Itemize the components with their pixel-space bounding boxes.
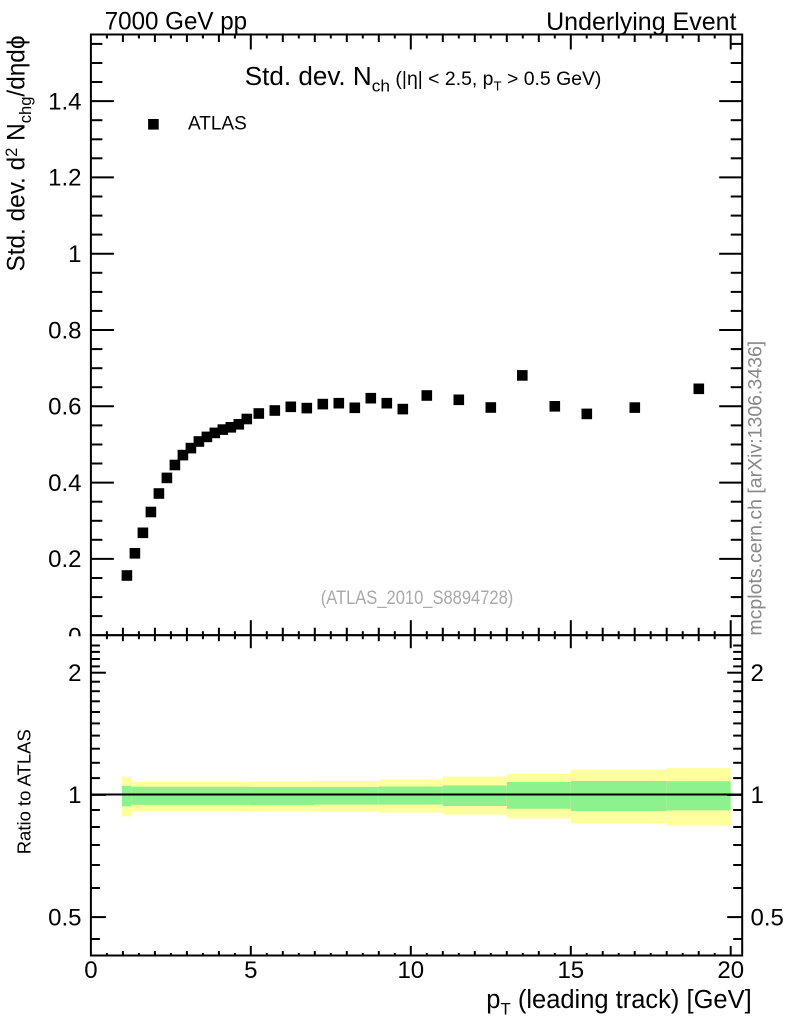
svg-text:ATLAS: ATLAS [188,114,247,135]
svg-text:0.5: 0.5 [48,904,81,931]
svg-text:2: 2 [68,660,81,687]
svg-text:1: 1 [751,782,764,809]
svg-text:7000 GeV pp: 7000 GeV pp [105,8,247,35]
svg-text:1.4: 1.4 [48,88,81,115]
svg-text:0: 0 [84,957,97,984]
svg-text:0.5: 0.5 [751,904,784,931]
svg-text:0.8: 0.8 [48,317,81,344]
svg-text:20: 20 [717,957,744,984]
svg-text:1.2: 1.2 [48,165,81,192]
svg-text:1: 1 [68,782,81,809]
svg-text:Underlying Event: Underlying Event [546,8,736,36]
svg-text:0.4: 0.4 [48,470,81,497]
svg-text:Ratio to ATLAS: Ratio to ATLAS [14,729,35,854]
svg-text:1: 1 [68,241,81,268]
svg-text:2: 2 [751,660,764,687]
svg-text:10: 10 [397,957,424,984]
svg-text:15: 15 [557,957,584,984]
svg-text:mcplots.cern.ch [arXiv:1306.34: mcplots.cern.ch [arXiv:1306.3436] [745,341,767,636]
svg-text:5: 5 [244,957,257,984]
svg-text:pT (leading track) [GeV]: pT (leading track) [GeV] [486,986,752,1019]
svg-text:(ATLAS_2010_S8894728): (ATLAS_2010_S8894728) [321,587,514,609]
svg-text:0.6: 0.6 [48,394,81,421]
svg-text:0.2: 0.2 [48,546,81,573]
